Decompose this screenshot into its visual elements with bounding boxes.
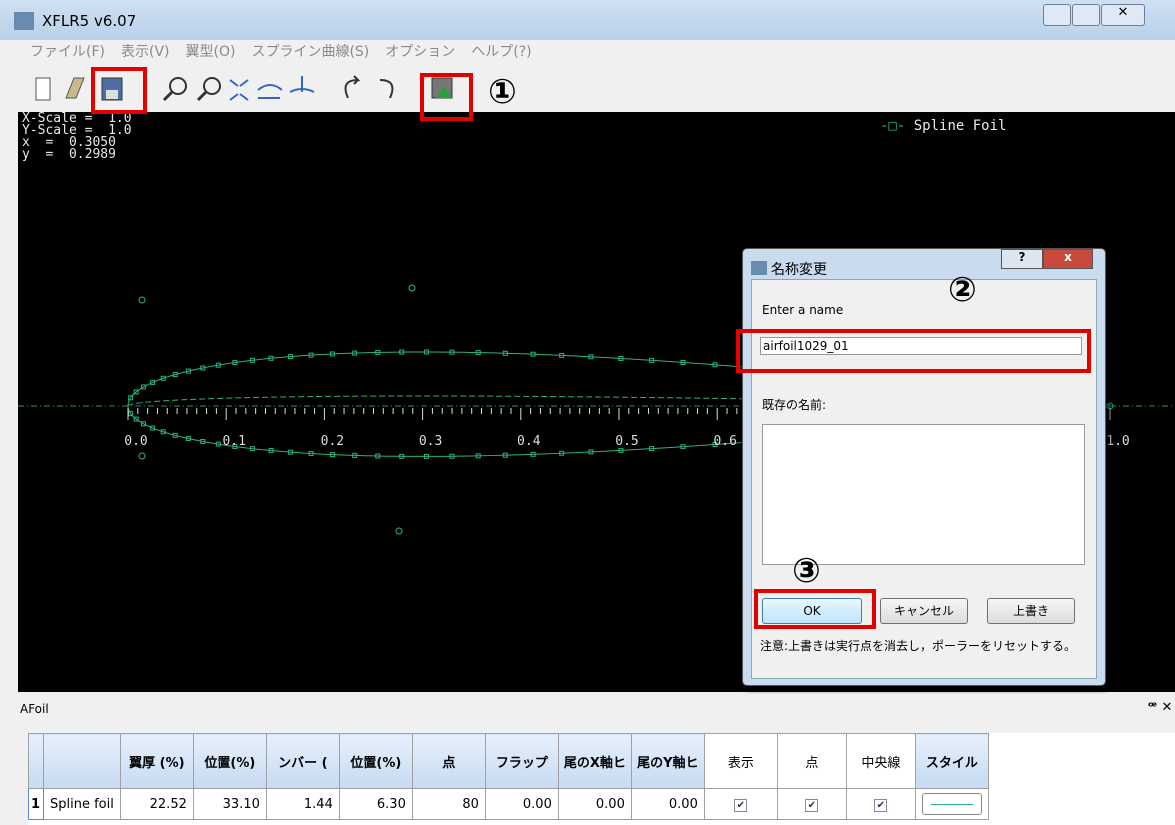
data-row: 1Spline foil22.5233.101.446.30800.000.00…: [29, 789, 989, 820]
axis-label: 1.0: [1106, 434, 1129, 449]
header-cell: 表示: [704, 734, 777, 789]
annotation: ①: [488, 72, 517, 112]
table-area: 翼厚 (%)位置(%)ンバー (位置(%)点フラップ尾のX軸ヒ尾のY軸ヒ表示点中…: [28, 733, 1175, 825]
panel-buttons[interactable]: ꟹ ✕: [1148, 700, 1172, 715]
header-cell: ンバー (: [266, 734, 339, 789]
header-cell: 位置(%): [339, 734, 412, 789]
header-cell: 点: [412, 734, 485, 789]
highlight-ok: [754, 589, 876, 629]
cell: 22.52: [120, 789, 193, 820]
header-cell: 尾のX軸ヒ: [558, 734, 631, 789]
header-cell: [44, 734, 121, 789]
highlight-save: [91, 67, 147, 114]
header-cell: 位置(%): [193, 734, 266, 789]
cancel-button[interactable]: キャンセル: [880, 598, 968, 624]
header-cell: [29, 734, 44, 789]
redo-icon[interactable]: [380, 80, 392, 98]
cell: 0.00: [631, 789, 704, 820]
highlight-input: [736, 329, 1091, 373]
title-bar: [0, 0, 1175, 40]
cell: 1.44: [266, 789, 339, 820]
cell: 6.30: [339, 789, 412, 820]
header-cell: 翼厚 (%): [120, 734, 193, 789]
cell: 1: [29, 789, 44, 820]
highlight-store: [420, 73, 473, 121]
menu-item[interactable]: 翼型(O): [186, 40, 236, 64]
menu-item[interactable]: ファイル(F): [30, 40, 105, 64]
header-cell: 点: [777, 734, 846, 789]
menu-item[interactable]: スプライン曲線(S): [251, 40, 369, 64]
annotation: ③: [792, 551, 821, 591]
axis-label: 0.1: [222, 434, 245, 449]
close-button[interactable]: ✕: [1101, 4, 1145, 26]
cell: 0.00: [558, 789, 631, 820]
help-button[interactable]: ?: [1001, 249, 1043, 269]
header-cell: フラップ: [485, 734, 558, 789]
panel-title-bar: [18, 694, 1175, 722]
menu-item[interactable]: 表示(V): [121, 40, 170, 64]
style-cell: [915, 789, 988, 820]
annotation: ②: [948, 270, 977, 310]
screen: XFLR5 v6.07 ✕ ファイル(F) 表示(V) 翼型(O) スプライン曲線(S…: [0, 0, 1175, 825]
zoom-out-icon[interactable]: [204, 78, 220, 94]
checkbox[interactable]: ✔: [846, 789, 915, 820]
annotation: ④: [160, 110, 189, 150]
panel-title: AFoil: [20, 702, 49, 716]
existing-list[interactable]: [762, 424, 1085, 565]
app-icon: [14, 12, 34, 30]
note: 注意:上書きは実行点を消去し，ポーラーをリセットする。: [760, 637, 1076, 654]
info-line: y = 0.2989: [22, 149, 132, 161]
axis-label: 0.6: [713, 434, 736, 449]
cell: 33.10: [193, 789, 266, 820]
dialog-title: 名称変更: [771, 259, 827, 279]
header-cell: 中央線: [846, 734, 915, 789]
reset-icon[interactable]: [230, 80, 248, 100]
legend-label: Spline Foil: [914, 118, 1007, 134]
overwrite-button[interactable]: 上書き: [987, 598, 1075, 624]
dialog-icon: [751, 261, 767, 275]
window-title: XFLR5 v6.07: [42, 12, 136, 30]
axis-label: 0.2: [321, 434, 344, 449]
cell: 80: [412, 789, 485, 820]
cell: Spline foil: [44, 789, 121, 820]
undo-icon[interactable]: [346, 76, 358, 98]
existing-label: 既存の名前:: [762, 396, 826, 413]
header-row: 翼厚 (%)位置(%)ンバー (位置(%)点フラップ尾のX軸ヒ尾のY軸ヒ表示点中…: [29, 734, 989, 789]
menu-item[interactable]: ヘルプ(?): [471, 40, 531, 64]
legend: -□- Spline Foil: [880, 118, 1006, 134]
dialog-close-button[interactable]: x: [1043, 249, 1093, 269]
minimize-button[interactable]: [1043, 4, 1071, 26]
checkbox[interactable]: ✔: [777, 789, 846, 820]
axis-label: 0.0: [124, 434, 147, 449]
checkbox[interactable]: ✔: [704, 789, 777, 820]
header-cell: 尾のY軸ヒ: [631, 734, 704, 789]
menu-bar: ファイル(F) 表示(V) 翼型(O) スプライン曲線(S) オプションヘルプ(?): [0, 40, 1175, 64]
zoom-in-icon[interactable]: [170, 78, 186, 94]
toolbar-icons: [18, 70, 488, 114]
axis-label: 0.3: [419, 434, 442, 449]
maximize-button[interactable]: [1072, 4, 1100, 26]
prompt: Enter a name: [762, 303, 843, 317]
open-icon[interactable]: [66, 78, 84, 98]
scale-y-icon[interactable]: [290, 76, 314, 92]
new-icon[interactable]: [36, 78, 50, 100]
scale-icon[interactable]: [258, 85, 282, 98]
foil-table: 翼厚 (%)位置(%)ンバー (位置(%)点フラップ尾のX軸ヒ尾のY軸ヒ表示点中…: [28, 733, 989, 820]
axis-label: 0.4: [517, 434, 541, 449]
cell: 0.00: [485, 789, 558, 820]
header-cell: スタイル: [915, 734, 988, 789]
axis-label: 0.5: [615, 434, 638, 449]
menu-item[interactable]: オプション: [385, 40, 455, 64]
